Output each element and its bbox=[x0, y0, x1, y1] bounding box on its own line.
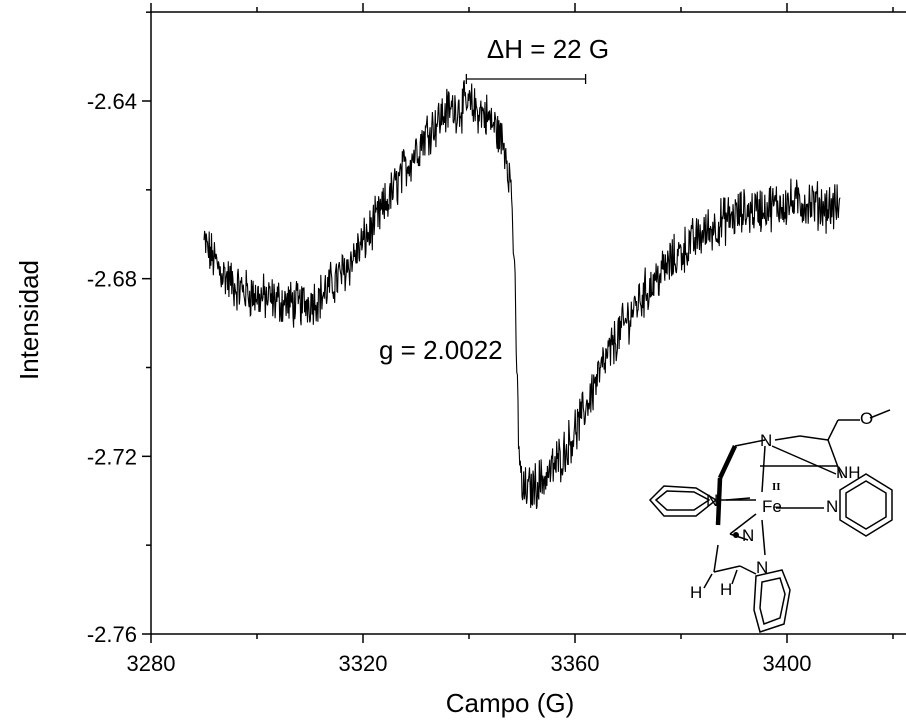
y-axis-title: Intensidad bbox=[14, 260, 44, 380]
linewidth-annotation: ΔH = 22 G bbox=[487, 34, 609, 64]
svg-text:Fe: Fe bbox=[762, 497, 782, 516]
x-axis-title: Campo (G) bbox=[446, 688, 575, 718]
y-tick-label: -2.76 bbox=[87, 622, 137, 647]
x-tick-label: 3360 bbox=[551, 651, 600, 676]
y-tick-label: -2.72 bbox=[87, 444, 137, 469]
top-ticks bbox=[150, 3, 894, 12]
molecule-structure-inset bbox=[648, 409, 893, 633]
molecule-labels: N O NH II Fe N N N N H H bbox=[690, 409, 873, 602]
x-ticks: 3280 3320 3360 3400 bbox=[127, 634, 894, 676]
svg-text:N: N bbox=[756, 558, 768, 577]
g-value-annotation: g = 2.0022 bbox=[379, 335, 503, 365]
y-tick-label: -2.64 bbox=[87, 89, 137, 114]
axes-frame bbox=[150, 11, 906, 635]
x-tick-label: 3320 bbox=[339, 651, 388, 676]
svg-text:NH: NH bbox=[836, 463, 861, 482]
svg-text:O: O bbox=[860, 409, 873, 428]
svg-text:II: II bbox=[772, 481, 781, 493]
linewidth-bracket bbox=[465, 74, 587, 84]
x-tick-label: 3280 bbox=[127, 651, 176, 676]
svg-text:N: N bbox=[742, 526, 754, 545]
svg-text:N: N bbox=[760, 431, 772, 450]
x-tick-label: 3400 bbox=[763, 651, 812, 676]
y-tick-label: -2.68 bbox=[87, 267, 137, 292]
series-line bbox=[203, 80, 841, 510]
svg-text:N: N bbox=[826, 497, 838, 516]
svg-text:H: H bbox=[720, 580, 732, 599]
y-ticks: -2.76 -2.72 -2.68 -2.64 bbox=[87, 11, 151, 647]
svg-text:N: N bbox=[706, 491, 718, 510]
svg-text:H: H bbox=[690, 583, 702, 602]
